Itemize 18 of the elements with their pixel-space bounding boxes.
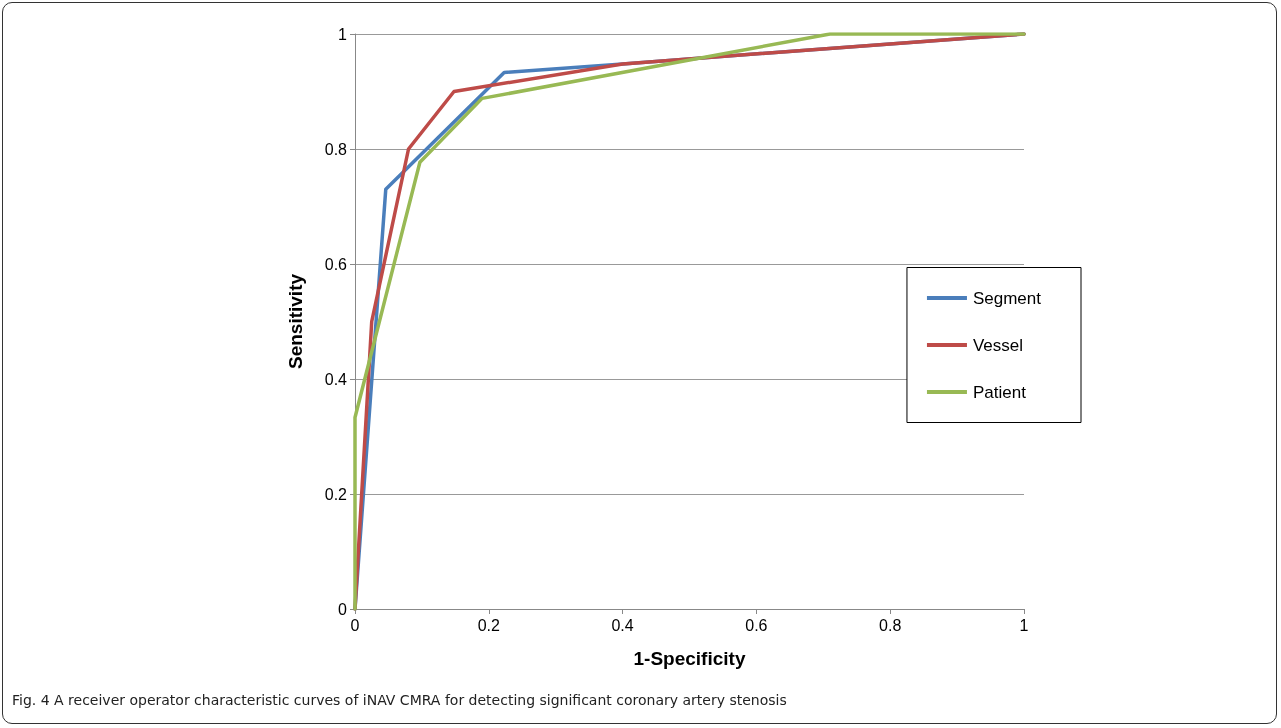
x-tick-label: 1 [1019, 616, 1029, 634]
x-axis-title: 1-Specificity [633, 648, 746, 669]
y-tick-label: 1 [338, 25, 348, 43]
legend-label: Vessel [972, 335, 1024, 355]
x-tick-label: 0.2 [477, 616, 501, 634]
y-tick-label: 0 [338, 600, 348, 618]
x-tick-label: 0.4 [611, 616, 634, 634]
x-tick-label: 0.8 [879, 616, 902, 634]
x-tick-label: 0 [350, 616, 360, 634]
legend-label: Patient [972, 382, 1027, 402]
caption: Fig. 4 A receiver operator characteristic curves of iNAV CMRA for detecting significant coronary artery stenosis [12, 692, 787, 708]
y-tick-label: 0.6 [324, 255, 348, 273]
y-axis-title: Sensitivity [285, 273, 306, 370]
y-tick-label: 0.4 [324, 370, 348, 388]
y-tick-label: 0.2 [324, 485, 348, 503]
y-tick-label: 0.8 [324, 140, 348, 158]
legend-label: Segment [972, 288, 1042, 308]
x-tick-label: 0.6 [745, 616, 768, 634]
